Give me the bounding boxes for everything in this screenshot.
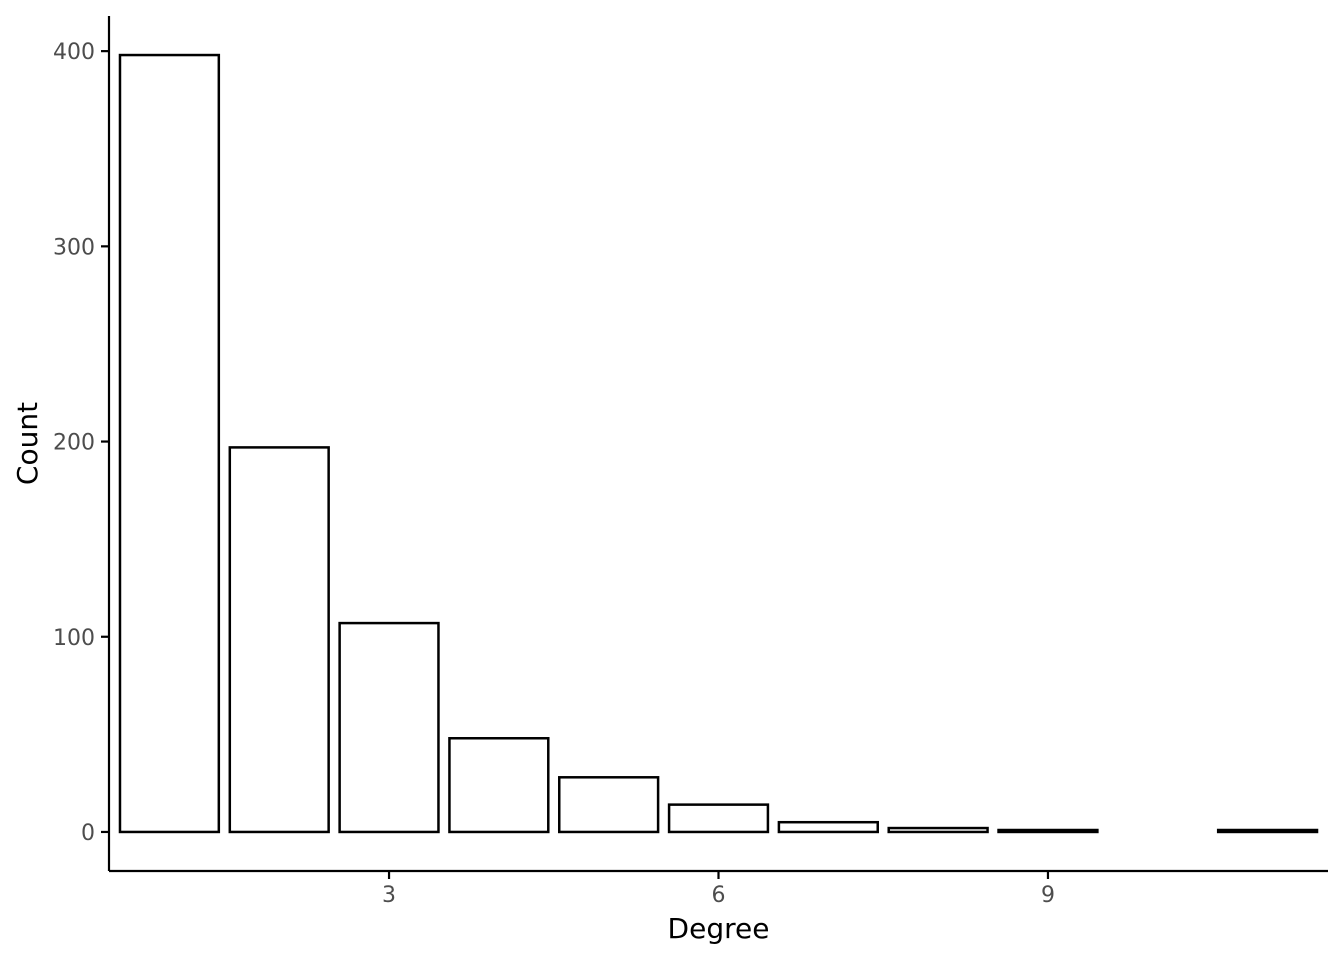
bar-degree-11 (1216, 828, 1319, 834)
y-tick-label-100: 100 (53, 626, 95, 651)
bar-degree-8 (887, 826, 989, 834)
x-axis-title: Degree (668, 912, 770, 945)
x-axis-ticks: 3 6 9 (382, 871, 1055, 908)
y-tick-label-0: 0 (81, 821, 95, 846)
y-tick-label-200: 200 (53, 431, 95, 456)
bar-degree-6 (667, 803, 770, 834)
bar-degree-7 (777, 820, 879, 834)
y-axis-title: Count (11, 402, 44, 485)
bar-degree-2 (228, 446, 330, 834)
bar-degree-3 (338, 621, 440, 834)
bars-group (118, 53, 1319, 834)
bar-degree-1 (118, 53, 221, 834)
bar-degree-9 (997, 828, 1099, 834)
x-tick-label-6: 6 (712, 883, 726, 908)
x-tick-label-3: 3 (382, 883, 396, 908)
y-axis-ticks: 0 100 200 300 400 (53, 40, 109, 846)
bar-degree-5 (558, 776, 660, 834)
bar-degree-4 (448, 737, 550, 834)
y-tick-label-300: 300 (53, 235, 95, 260)
y-tick-label-400: 400 (53, 40, 95, 65)
x-tick-label-9: 9 (1041, 883, 1055, 908)
